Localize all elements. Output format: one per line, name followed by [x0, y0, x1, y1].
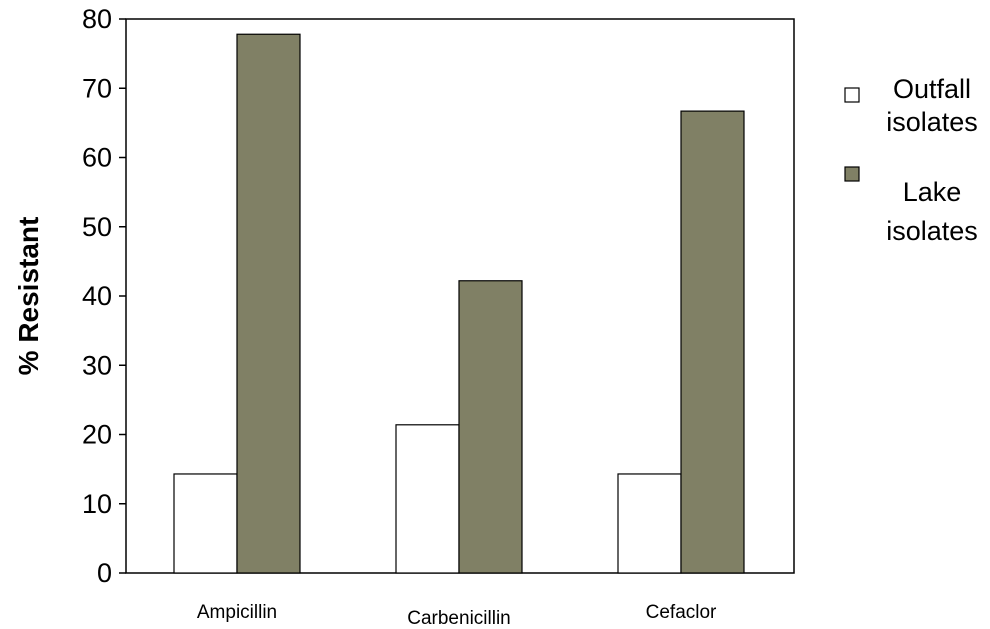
y-tick-label: 60: [82, 143, 112, 173]
x-category-label: Carbenicillin: [407, 608, 511, 629]
legend-label: isolates: [886, 216, 978, 246]
bar-outfall-ampicillin: [173, 473, 238, 574]
y-tick-label: 20: [82, 420, 112, 450]
y-tick-label: 70: [82, 73, 112, 103]
y-tick-label: 50: [82, 212, 112, 242]
bar-lake-ampicillin: [236, 33, 301, 574]
x-category-label: Ampicillin: [197, 602, 277, 623]
bar-lake-cefaclor: [680, 110, 745, 574]
legend-label: Lake: [903, 177, 962, 207]
bar-lake-carbenicillin: [458, 280, 523, 574]
y-axis-title: % Resistant: [13, 217, 44, 376]
legend-swatch: [844, 87, 860, 103]
y-tick-label: 30: [82, 350, 112, 380]
bar-outfall-cefaclor: [617, 473, 682, 574]
y-tick-label: 40: [82, 281, 112, 311]
y-tick-label: 10: [82, 489, 112, 519]
x-category-label: Cefaclor: [646, 602, 717, 623]
legend-label: isolates: [886, 107, 978, 137]
bars-group: [173, 33, 745, 574]
y-axis-ticks: 0 10 20 30 40 50 60 70 80: [82, 4, 126, 588]
legend-swatch: [844, 166, 860, 182]
x-axis-categories: Ampicillin Carbenicillin Cefaclor: [197, 602, 717, 629]
y-tick-label: 80: [82, 4, 112, 34]
legend-label: Outfall: [893, 74, 971, 104]
bar-outfall-carbenicillin: [395, 424, 460, 574]
y-tick-label: 0: [97, 558, 112, 588]
